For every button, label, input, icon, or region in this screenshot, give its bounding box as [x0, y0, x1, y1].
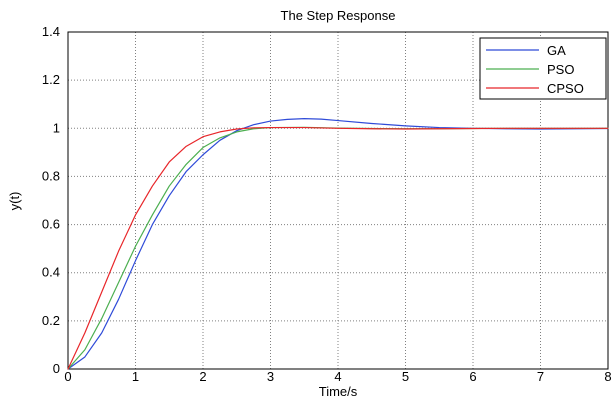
- tick-layer: 0 1 2 3 4 5 6 7 8 0 0.2 0.4 0.6 0.8 1 1.2 1.4: [42, 24, 612, 384]
- x-tick-label: 1: [132, 369, 139, 384]
- y-tick-label: 1.4: [42, 24, 60, 39]
- y-tick-label: 0.2: [42, 313, 60, 328]
- plot-area-border: [67, 31, 609, 370]
- x-tick-label: 7: [537, 369, 544, 384]
- x-tick-label: 6: [469, 369, 476, 384]
- x-tick-label: 4: [334, 369, 341, 384]
- x-tick-label: 2: [199, 369, 206, 384]
- x-tick-label: 8: [604, 369, 611, 384]
- legend-label-pso: PSO: [547, 62, 574, 77]
- legend: GA PSO CPSO: [479, 37, 607, 100]
- y-tick-label: 1.2: [42, 72, 60, 87]
- legend-label-cpso: CPSO: [547, 81, 584, 96]
- y-tick-label: 0: [53, 361, 60, 376]
- x-tick-label: 3: [267, 369, 274, 384]
- x-axis-label: Time/s: [319, 384, 358, 399]
- y-tick-label: 0.8: [42, 168, 60, 183]
- chart-title: The Step Response: [281, 8, 396, 23]
- y-axis-label: y(t): [7, 192, 22, 211]
- x-tick-label: 0: [64, 369, 71, 384]
- series-line-cpso: [67, 126, 609, 370]
- y-tick-label: 0.6: [42, 217, 60, 232]
- x-tick-label: 5: [402, 369, 409, 384]
- y-tick-label: 0.4: [42, 265, 60, 280]
- legend-label-ga: GA: [547, 43, 566, 58]
- series-layer: [67, 118, 609, 370]
- y-tick-label: 1: [53, 120, 60, 135]
